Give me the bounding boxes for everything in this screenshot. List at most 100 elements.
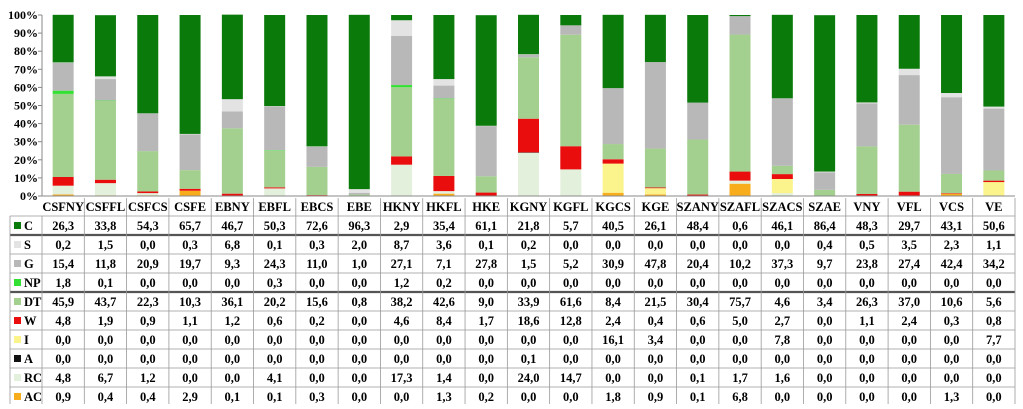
legend-key-w <box>14 317 21 324</box>
series-label: G <box>24 257 34 271</box>
data-value: 0,0 <box>986 390 1002 404</box>
data-value: 0,0 <box>944 371 960 385</box>
data-value: 43,7 <box>95 295 117 309</box>
bar-segment-rc <box>95 183 116 195</box>
data-value: 9,3 <box>225 257 241 271</box>
bar-segment-rc <box>730 181 751 184</box>
bar-segment-c <box>772 15 793 98</box>
bar-segment-g <box>518 55 539 58</box>
data-value: 14,7 <box>560 371 582 385</box>
data-value: 0,0 <box>394 390 410 404</box>
data-value: 0,6 <box>732 219 748 233</box>
data-value: 0,4 <box>817 238 833 252</box>
data-value: 0,0 <box>944 352 960 366</box>
data-value: 30,9 <box>602 257 624 271</box>
bar-segment-dt <box>137 151 158 191</box>
bar-segment-dt <box>687 140 708 195</box>
data-value: 0,0 <box>478 371 494 385</box>
bar-segment-c <box>603 15 624 88</box>
data-value: 8,4 <box>605 295 621 309</box>
data-value: 9,0 <box>478 295 494 309</box>
bar-segment-c <box>518 15 539 54</box>
data-value: 0,0 <box>225 371 241 385</box>
bar-segment-g <box>222 111 243 128</box>
data-value: 2,9 <box>394 219 410 233</box>
data-value: 0,0 <box>986 352 1002 366</box>
data-value: 48,3 <box>856 219 878 233</box>
data-value: 0,0 <box>267 352 283 366</box>
data-value: 20,9 <box>137 257 159 271</box>
data-value: 0,0 <box>690 276 706 290</box>
legend-key-rc <box>14 374 21 381</box>
data-value: 5,0 <box>732 314 748 328</box>
data-value: 0,0 <box>901 352 917 366</box>
data-value: 20,4 <box>687 257 710 271</box>
series-label: I <box>24 333 29 347</box>
bar-segment-dt <box>518 57 539 118</box>
bar-segment-g <box>730 16 751 34</box>
data-value: 1,1 <box>182 314 198 328</box>
data-value: 11,0 <box>306 257 327 271</box>
data-value: 42,6 <box>433 295 455 309</box>
data-value: 33,9 <box>518 295 540 309</box>
bar-segment-c <box>433 15 454 79</box>
data-value: 0,0 <box>901 333 917 347</box>
bar-segment-s <box>814 172 835 173</box>
category-label: HKFL <box>426 200 461 214</box>
bar-segment-dt <box>476 176 497 192</box>
data-value: 61,1 <box>475 219 497 233</box>
data-value: 0,0 <box>351 390 367 404</box>
data-value: 0,0 <box>394 333 410 347</box>
data-value: 24,3 <box>264 257 286 271</box>
data-value: 17,3 <box>391 371 413 385</box>
data-value: 11,8 <box>95 257 116 271</box>
data-value: 0,0 <box>648 238 664 252</box>
data-value: 0,0 <box>648 276 664 290</box>
data-value: 15,6 <box>306 295 328 309</box>
data-value: 0,0 <box>563 352 579 366</box>
bar-segment-g <box>560 25 581 34</box>
category-label: EBCS <box>301 200 334 214</box>
bar-segment-w <box>518 119 539 153</box>
data-value: 0,1 <box>267 238 283 252</box>
data-value: 0,1 <box>98 276 114 290</box>
data-value: 0,0 <box>478 276 494 290</box>
bar-segment-c <box>137 15 158 113</box>
data-value: 0,0 <box>309 352 325 366</box>
data-value: 3,4 <box>817 295 833 309</box>
bar-segment-s <box>433 79 454 86</box>
data-value: 0,0 <box>98 352 114 366</box>
bar-segment-dt <box>391 87 412 156</box>
bar-segment-g <box>476 126 497 176</box>
data-value: 0,0 <box>859 352 875 366</box>
bar-segment-dt <box>306 167 327 195</box>
data-value: 1,6 <box>775 371 791 385</box>
data-value: 4,8 <box>55 371 71 385</box>
data-value: 0,0 <box>901 371 917 385</box>
data-value: 37,0 <box>898 295 920 309</box>
category-label: CSFCS <box>128 200 168 214</box>
data-value: 86,4 <box>814 219 837 233</box>
data-value: 1,8 <box>55 276 71 290</box>
bar-segment-dt <box>264 151 285 188</box>
legend-key-dt <box>14 298 21 305</box>
series-label: C <box>24 219 33 233</box>
legend-key-np <box>14 279 21 286</box>
data-value: 3,5 <box>901 238 917 252</box>
legend-key-ac <box>14 393 21 400</box>
data-value: 0,0 <box>648 352 664 366</box>
data-value: 0,0 <box>140 333 156 347</box>
category-label: EBFL <box>258 200 291 214</box>
data-value: 42,4 <box>941 257 964 271</box>
bar-segment-i <box>983 182 1004 196</box>
data-value: 0,1 <box>478 238 494 252</box>
data-value: 54,3 <box>137 219 159 233</box>
data-value: 0,6 <box>690 314 706 328</box>
bar-segment-w <box>53 177 74 186</box>
data-value: 45,9 <box>52 295 74 309</box>
data-value: 0,8 <box>351 295 367 309</box>
data-value: 5,6 <box>986 295 1002 309</box>
data-value: 21,5 <box>644 295 666 309</box>
data-value: 0,0 <box>182 276 198 290</box>
data-value: 27,4 <box>898 257 921 271</box>
